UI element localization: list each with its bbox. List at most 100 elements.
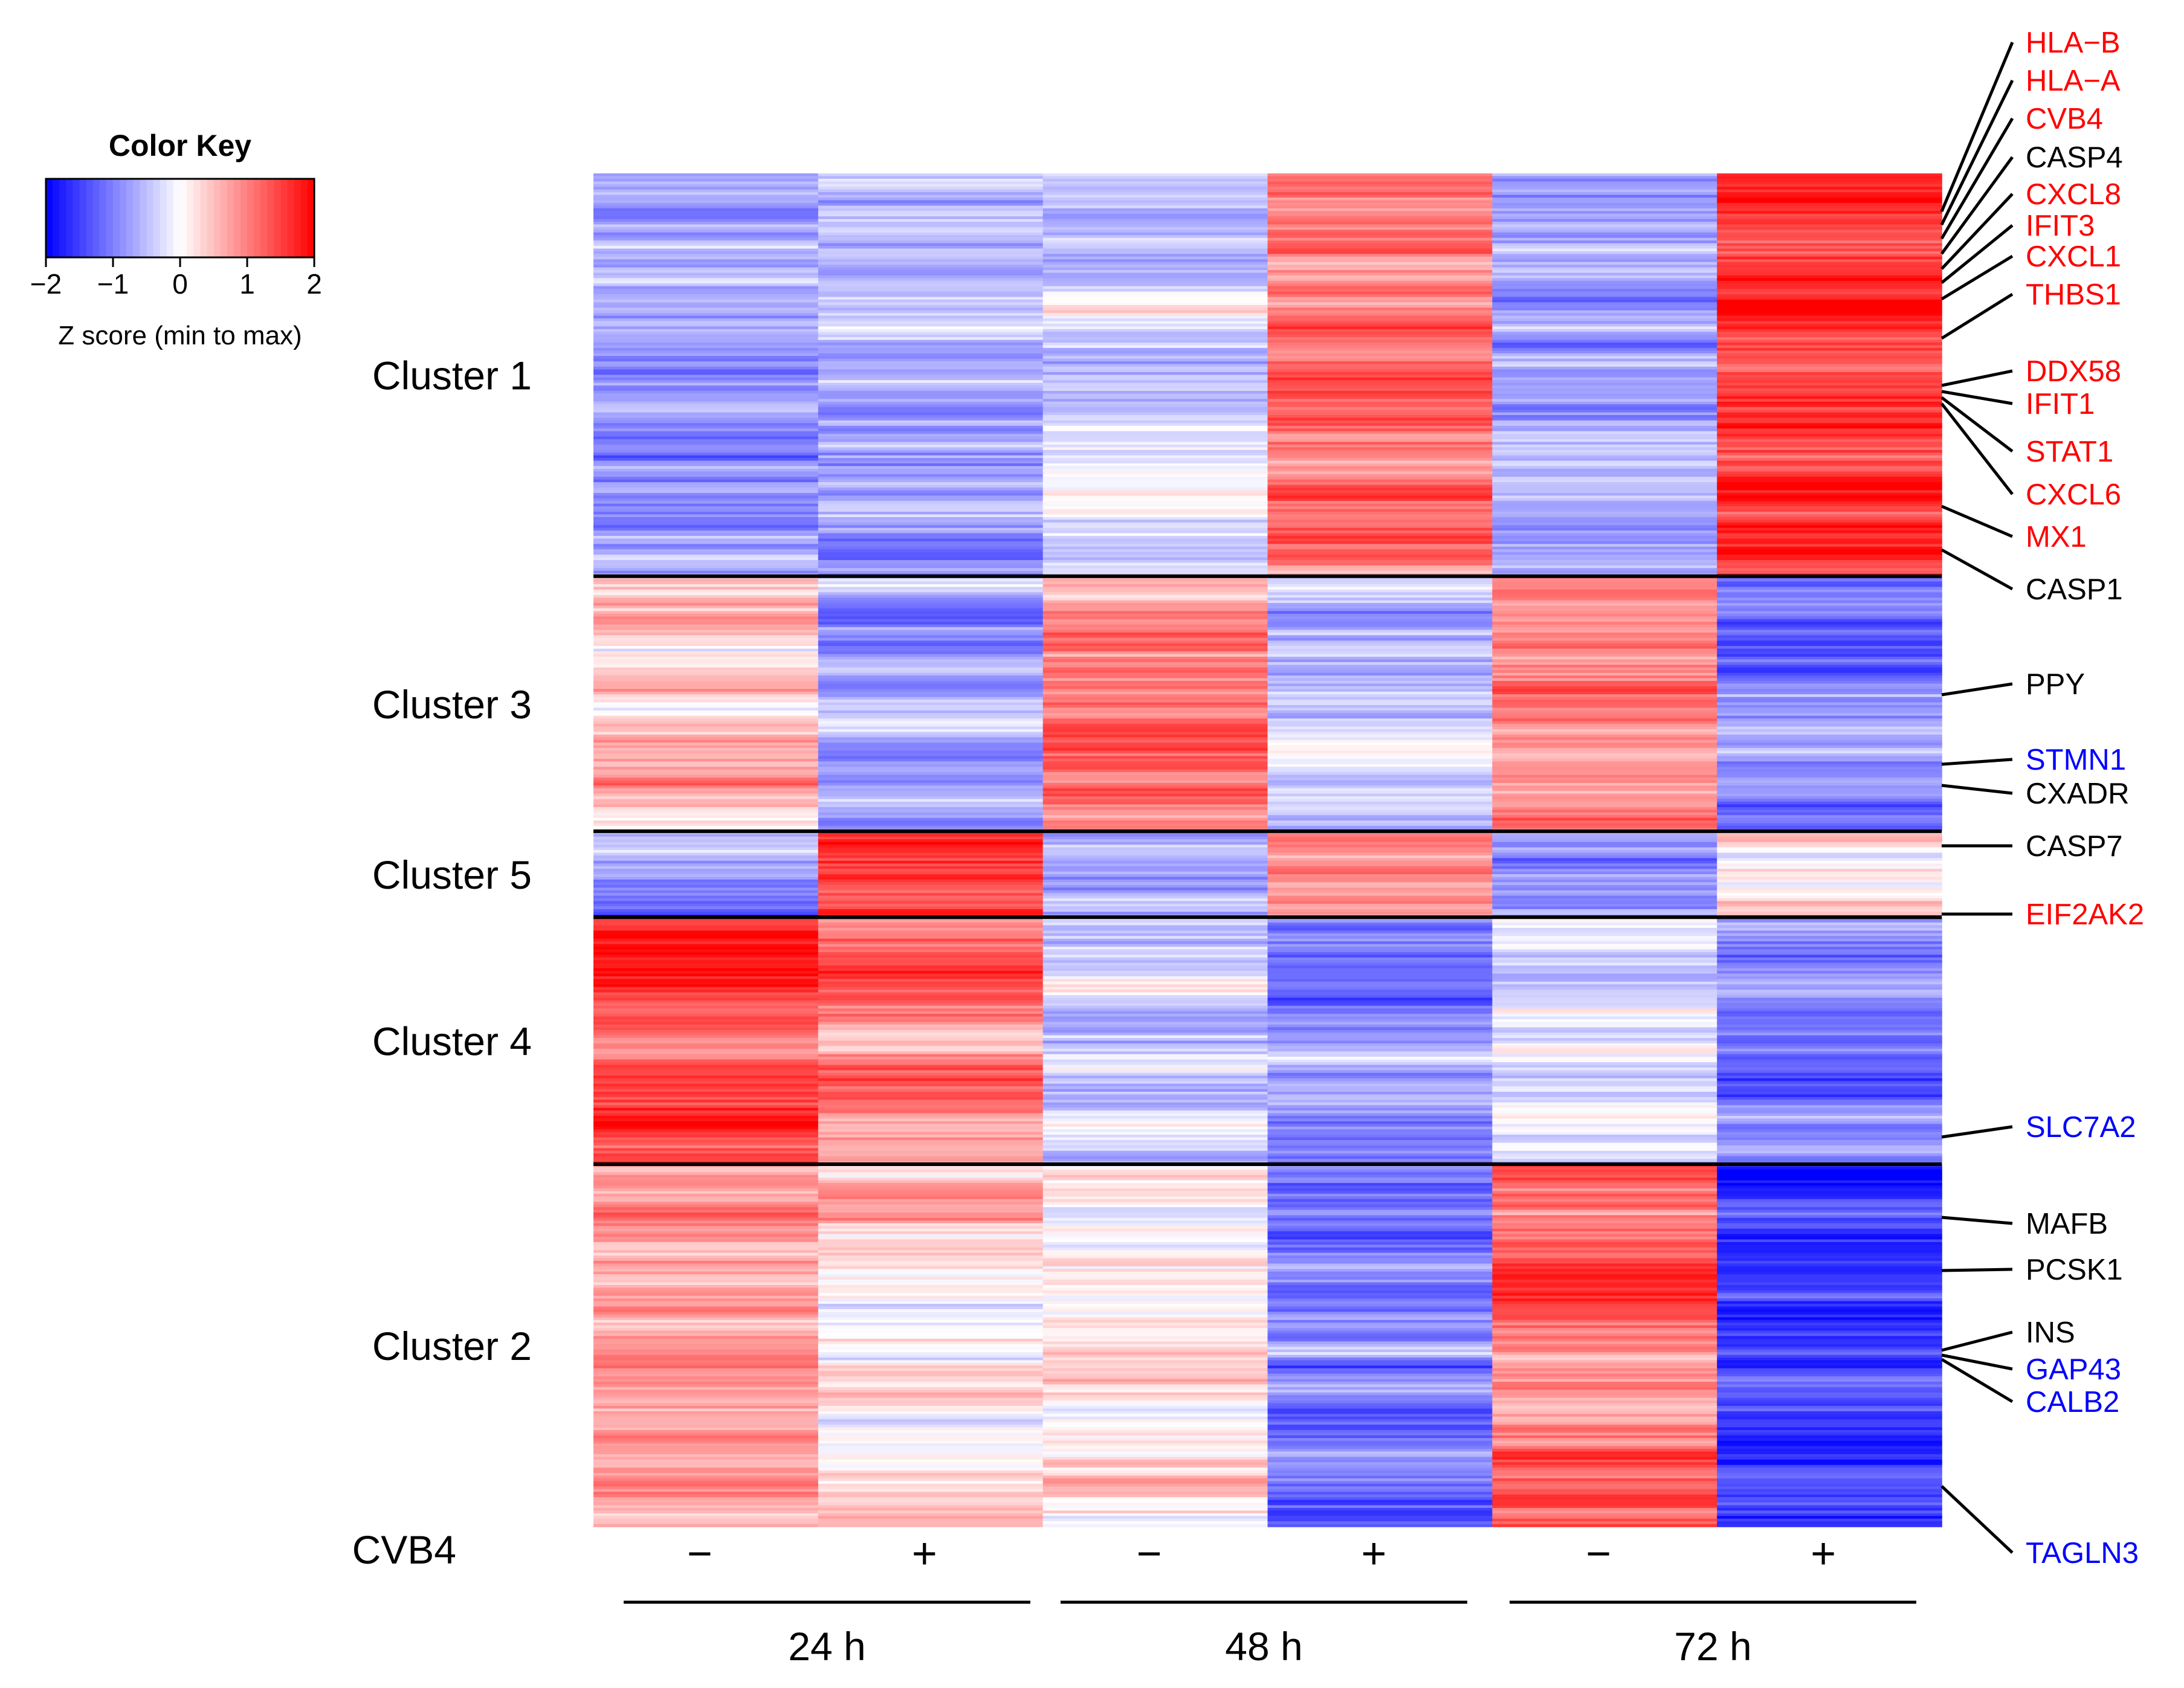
heatmap-cell (1267, 417, 1493, 421)
heatmap-cell (593, 1462, 819, 1466)
heatmap-cell (818, 665, 1044, 668)
heatmap-cell (1042, 845, 1268, 848)
heatmap-cell (1267, 291, 1493, 295)
heatmap-cell (1267, 485, 1493, 488)
heatmap-cell (593, 546, 819, 550)
heatmap-cell (1717, 925, 1942, 929)
heatmap-cell (593, 724, 819, 727)
heatmap-cell (818, 874, 1044, 878)
heatmap-cell (593, 689, 819, 692)
heatmap-cell (1042, 648, 1268, 652)
heatmap-cell (1267, 1177, 1493, 1181)
heatmap-cell (1492, 887, 1717, 891)
heatmap-cell (1267, 318, 1493, 322)
heatmap-cell (593, 1245, 819, 1248)
heatmap-cell (1267, 1295, 1493, 1300)
heatmap-cell (1492, 490, 1717, 494)
heatmap-cell (1042, 1352, 1268, 1356)
heatmap-cell (1717, 1293, 1942, 1297)
heatmap-cell (1042, 1024, 1268, 1028)
heatmap-cell (1492, 1191, 1717, 1194)
heatmap-cell (593, 979, 819, 982)
heatmap-cell (1042, 369, 1268, 373)
heatmap-cell (1042, 1207, 1268, 1211)
heatmap-cell (1492, 1285, 1717, 1289)
heatmap-cell (818, 1135, 1044, 1138)
heatmap-cell (1717, 1473, 1942, 1477)
heatmap-cell (593, 1355, 819, 1358)
heatmap-cell (1042, 715, 1268, 720)
heatmap-cell (1717, 509, 1942, 512)
heatmap-cell (1717, 579, 1942, 582)
color-key-band (187, 179, 194, 257)
heatmap-cell (593, 514, 819, 518)
heatmap-cell (1717, 449, 1942, 454)
heatmap-cell (1717, 340, 1942, 343)
color-key-band (140, 179, 147, 257)
heatmap-cell (1042, 286, 1268, 289)
heatmap-cell (1267, 1059, 1493, 1063)
heatmap-cell (818, 541, 1044, 545)
heatmap-cell (1492, 562, 1717, 566)
heatmap-cell (1717, 1124, 1942, 1127)
heatmap-cell (1267, 512, 1493, 515)
heatmap-cell (1042, 1411, 1268, 1415)
heatmap-cell (593, 1148, 819, 1152)
color-key-band (106, 179, 114, 257)
heatmap-cell (1492, 283, 1717, 287)
heatmap-cell (1267, 1172, 1493, 1176)
heatmap-cell (1492, 745, 1717, 749)
heatmap-cell (1042, 479, 1268, 483)
heatmap-cell (1042, 568, 1268, 572)
heatmap-cell (1042, 887, 1268, 891)
heatmap-cell (818, 1322, 1044, 1326)
heatmap-cell (593, 211, 819, 214)
heatmap-cell (1717, 871, 1942, 875)
heatmap-cell (1042, 1140, 1268, 1144)
heatmap-cell (1717, 927, 1942, 932)
heatmap-cell (1042, 219, 1268, 222)
heatmap-cell (593, 1081, 819, 1084)
heatmap-cell (1492, 1242, 1717, 1246)
heatmap-cell (1717, 782, 1942, 787)
heatmap-cell (593, 619, 819, 623)
heatmap-cell (818, 246, 1044, 250)
heatmap-cell (593, 785, 819, 789)
heatmap-cell (593, 866, 819, 869)
heatmap-cell (1492, 927, 1717, 932)
heatmap-cell (1267, 1325, 1493, 1329)
heatmap-cell (1267, 884, 1493, 889)
heatmap-cell (1042, 254, 1268, 257)
heatmap-cell (1717, 283, 1942, 287)
heatmap-cell (1717, 248, 1942, 252)
heatmap-cell (1717, 399, 1942, 402)
heatmap-cell (1267, 981, 1493, 985)
heatmap-cell (1267, 382, 1493, 386)
heatmap-cell (1042, 1277, 1268, 1280)
heatmap-cell (1267, 793, 1493, 797)
heatmap-cell (1042, 466, 1268, 469)
heatmap-cell (1492, 616, 1717, 620)
heatmap-cell (593, 1425, 819, 1428)
heatmap-cell (818, 836, 1044, 840)
heatmap-cell (593, 761, 819, 765)
heatmap-cell (1492, 782, 1717, 787)
heatmap-cell (1492, 796, 1717, 800)
heatmap-cell (593, 1231, 819, 1235)
heatmap-cell (1717, 495, 1942, 499)
heatmap-cell (1492, 1199, 1717, 1203)
heatmap-cell (1492, 697, 1717, 700)
heatmap-cell (1042, 1228, 1268, 1232)
heatmap-cell (818, 944, 1044, 947)
heatmap-cell (818, 753, 1044, 757)
heatmap-cell (1267, 874, 1493, 878)
heatmap-cell (1717, 353, 1942, 357)
heatmap-cell (1267, 589, 1493, 593)
heatmap-cell (1492, 1464, 1717, 1469)
heatmap-cell (818, 633, 1044, 636)
heatmap-cell (818, 697, 1044, 700)
heatmap-cell (818, 522, 1044, 526)
heatmap-cell (1267, 1129, 1493, 1133)
heatmap-cell (1267, 855, 1493, 859)
heatmap-cell (1042, 705, 1268, 709)
